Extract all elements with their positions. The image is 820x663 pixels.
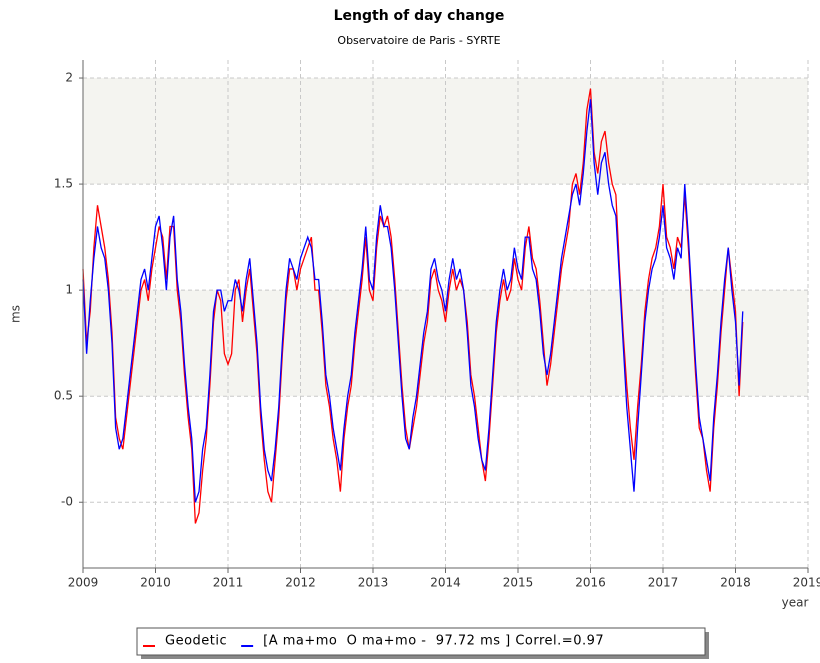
x-tick-label: 2016 [575, 576, 606, 590]
x-tick-label: 2010 [140, 576, 171, 590]
legend-label: [A ma+mo O ma+mo - 97.72 ms ] Correl.=0.… [263, 634, 604, 649]
series-line [82, 99, 744, 503]
x-tick-label: 2012 [285, 576, 316, 590]
x-tick-label: 2019 [793, 576, 820, 590]
y-axis-label: ms [9, 305, 23, 323]
legend: Geodetic [A ma+mo O ma+mo - 97.72 ms ] Co… [143, 634, 604, 649]
x-tick-label: 2013 [358, 576, 389, 590]
x-tick-label: 2015 [503, 576, 534, 590]
legend-box [136, 627, 706, 656]
x-tick-label: 2018 [720, 576, 751, 590]
chart-subtitle: Observatoire de Paris - SYRTE [337, 34, 500, 47]
y-tick-label: 1.5 [54, 177, 73, 191]
y-tick-label: 1 [65, 283, 73, 297]
x-axis-label: year [782, 596, 809, 610]
y-tick-label: -0 [61, 495, 73, 509]
data-lines [82, 88, 744, 524]
x-tick-label: 2017 [648, 576, 679, 590]
series-line [82, 88, 744, 524]
x-tick-label: 2011 [213, 576, 244, 590]
axes: -0 0.5 1 1.5 2 2009 2010 2011 2012 2013 2014 2015 20… [54, 60, 820, 590]
legend-label: Geodetic [165, 634, 227, 649]
x-tick-label: 2014 [430, 576, 461, 590]
y-tick-label: 2 [65, 71, 73, 85]
x-tick-label: 2009 [68, 576, 99, 590]
y-tick-label: 0.5 [54, 389, 73, 403]
chart-title: Length of day change [334, 8, 505, 24]
